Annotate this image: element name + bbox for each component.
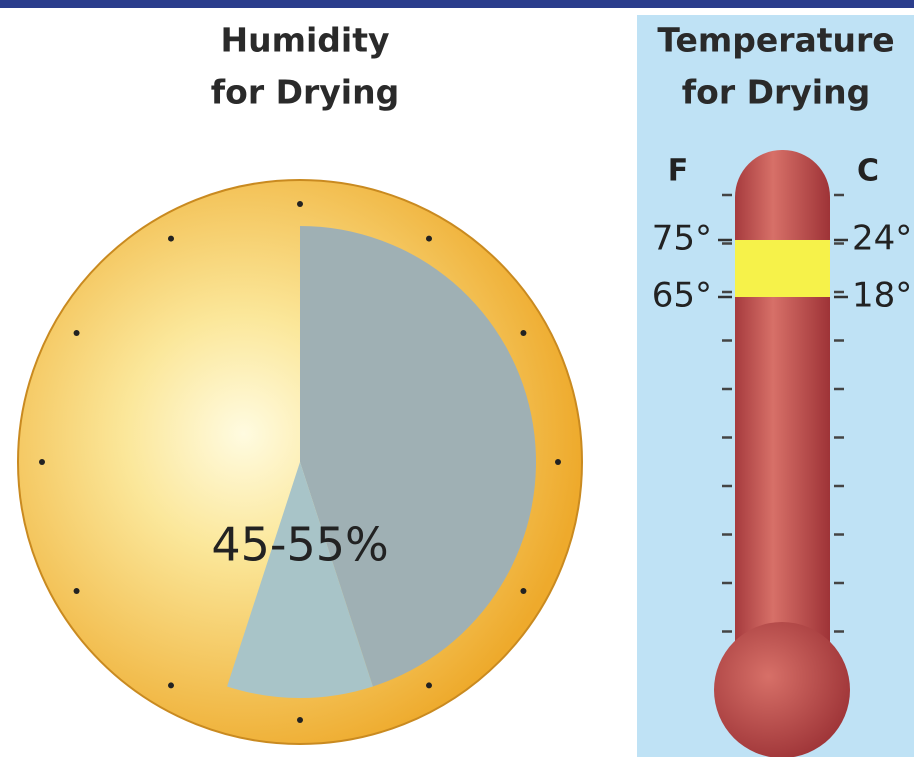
dial-dot [297,717,303,723]
fahrenheit-tick-label: 75° [652,219,712,259]
top-bar [0,0,914,8]
dial-dot [520,330,526,336]
drying-range-band [735,240,830,297]
celsius-tick-label: 24° [852,219,912,259]
celsius-tick-label: 18° [852,276,912,316]
page: Humidity for Drying 45-55% Temperature f… [0,0,914,757]
dial-dot [426,236,432,242]
humidity-range-label: 45-55% [211,518,388,572]
dial-dot [168,236,174,242]
dial-dot [39,459,45,465]
dial-dot [426,682,432,688]
dial-dot [168,682,174,688]
humidity-panel: Humidity for Drying 45-55% [18,21,582,745]
celsius-label: C [857,154,879,189]
humidity-title: Humidity [220,21,389,60]
humidity-title: for Drying [211,73,399,112]
dial-dot [297,201,303,207]
dial-dot [520,588,526,594]
fahrenheit-label: F [668,154,689,189]
thermometer-bulb [714,622,850,757]
temperature-title: Temperature [657,21,894,60]
dial-dot [555,459,561,465]
dial-dot [74,588,80,594]
dial-dot [74,330,80,336]
temperature-title: for Drying [682,73,870,112]
fahrenheit-tick-label: 65° [652,276,712,316]
